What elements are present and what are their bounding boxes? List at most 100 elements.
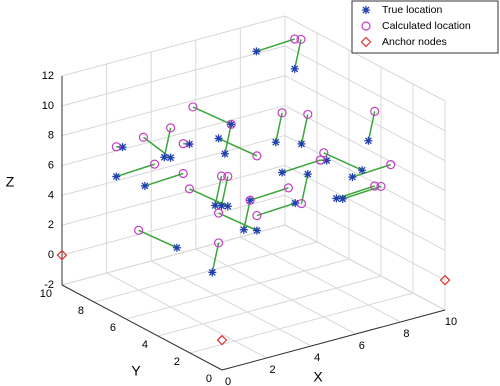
legend-box — [351, 0, 499, 54]
calculated-point — [214, 208, 224, 218]
legend-label: Calculated location — [382, 20, 471, 32]
y-tick-label: 2 — [174, 356, 180, 368]
x-axis-label: X — [313, 369, 323, 385]
z-tick-label: 8 — [48, 130, 54, 142]
true-point — [211, 201, 220, 210]
error-link — [342, 185, 382, 200]
true-point — [303, 170, 312, 179]
error-link — [116, 163, 155, 178]
grid-line — [125, 258, 350, 320]
calculated-point — [370, 181, 380, 191]
grid-line — [61, 15, 286, 77]
true-point — [227, 120, 236, 129]
calculated-point — [277, 108, 287, 118]
true-point — [297, 139, 306, 148]
anchor-point — [216, 334, 228, 346]
calculated-point — [178, 139, 188, 149]
calculated-point — [319, 148, 329, 158]
true-point — [358, 166, 367, 175]
grid-line — [284, 105, 446, 192]
x-tick-label: 8 — [403, 328, 409, 340]
error-link — [300, 173, 309, 204]
z-tick-label: -2 — [44, 279, 54, 291]
true-point — [348, 173, 357, 182]
grid-line — [61, 75, 286, 137]
true-point — [291, 199, 300, 208]
error-link — [249, 187, 289, 201]
calculated-point — [184, 184, 195, 194]
calculated-point — [245, 195, 255, 205]
true-point — [252, 226, 261, 235]
grid-line — [284, 164, 446, 251]
grid-line — [150, 260, 312, 347]
y-tick-label: 10 — [40, 288, 52, 300]
true-point — [217, 201, 226, 210]
z-tick-label: 6 — [48, 159, 54, 171]
calculated-point — [252, 210, 262, 221]
calculated-point — [290, 34, 300, 44]
true-point — [160, 153, 169, 162]
calculated-point — [138, 132, 149, 142]
grid-line — [284, 45, 446, 132]
z-tick-label: 0 — [48, 249, 54, 261]
true-point — [214, 134, 223, 143]
z-tick-label: 10 — [42, 100, 54, 112]
true-point — [185, 140, 194, 149]
error-link — [163, 127, 172, 158]
grid-line — [61, 194, 286, 256]
calculated-point — [111, 142, 121, 152]
true-point — [338, 194, 347, 203]
true-point — [362, 6, 370, 14]
calculated-point — [296, 198, 307, 209]
true-point — [166, 153, 175, 162]
grid-line — [284, 134, 446, 221]
true-point — [220, 149, 229, 158]
x-tick-label: 0 — [225, 376, 231, 386]
error-link — [367, 111, 376, 141]
true-point — [239, 225, 248, 234]
grid-line — [284, 224, 446, 311]
calculated-point — [216, 171, 227, 181]
grid-line — [284, 15, 446, 102]
grid-line — [61, 164, 286, 226]
y-axis — [61, 284, 223, 371]
error-link — [256, 202, 296, 217]
calculated-point — [386, 160, 396, 170]
anchor-point — [439, 274, 451, 286]
y-tick-label: 6 — [110, 322, 116, 334]
calculated-point — [376, 181, 386, 192]
calculated-point — [315, 155, 325, 165]
grid-line — [189, 292, 414, 354]
error-link — [218, 137, 258, 157]
calculated-point — [226, 119, 236, 129]
grid-line — [61, 105, 286, 167]
error-link — [220, 176, 229, 207]
calculated-point — [150, 159, 160, 169]
calculated-point — [223, 171, 233, 182]
y-tick-label: 0 — [206, 373, 212, 385]
error-link — [218, 212, 258, 232]
grid-line — [61, 134, 286, 196]
true-point — [322, 156, 331, 165]
x-tick-label: 6 — [359, 340, 365, 352]
grid-line — [106, 272, 267, 359]
true-point — [172, 243, 181, 252]
calculated-point — [188, 102, 198, 112]
x-tick-label: 4 — [314, 352, 320, 364]
error-link — [138, 229, 178, 249]
calculated-point — [370, 106, 380, 116]
y-axis-label: Y — [131, 363, 141, 379]
z-axis-label: Z — [6, 174, 15, 190]
true-point — [140, 181, 149, 190]
error-link — [214, 175, 223, 206]
true-point — [332, 194, 341, 203]
calculated-point — [178, 168, 188, 179]
calculated-point — [283, 183, 293, 193]
true-point — [223, 202, 232, 211]
error-link — [281, 159, 321, 174]
error-link — [256, 38, 295, 53]
legend-label: True location — [382, 4, 442, 16]
error-link — [211, 242, 220, 273]
calculated-point — [296, 34, 306, 45]
